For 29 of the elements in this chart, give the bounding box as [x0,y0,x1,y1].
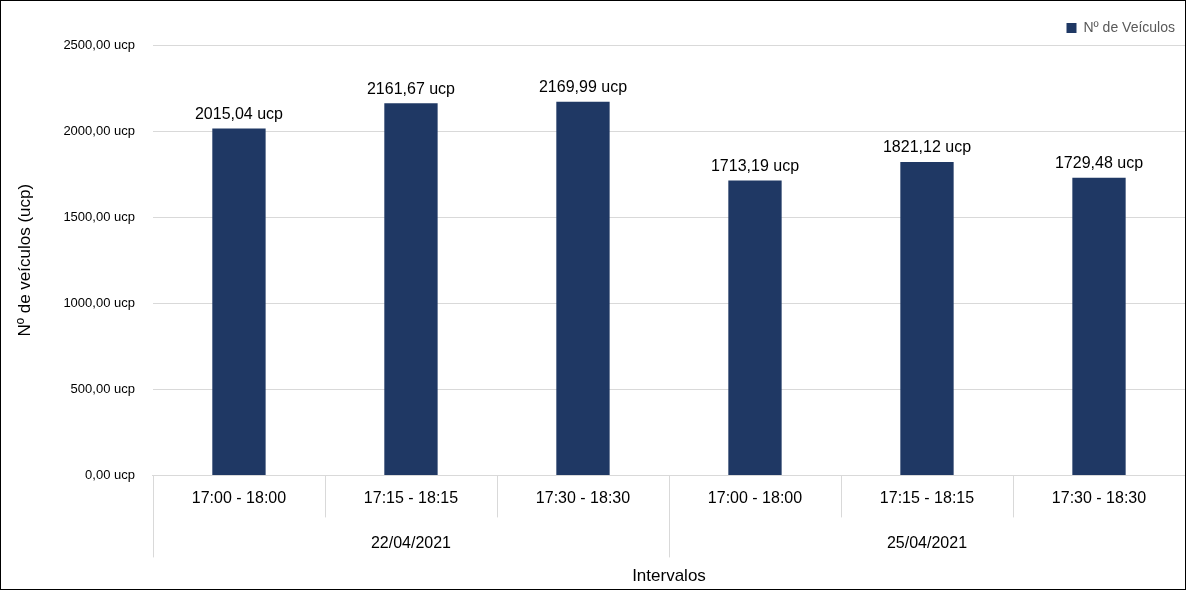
bar [728,180,782,475]
data-label: 1713,19 ucp [710,156,800,174]
data-label: 1821,12 ucp [882,138,972,156]
x-tick-label: 17:00 - 18:00 [191,489,287,507]
y-tick-label: 1000,00 ucp [63,294,135,310]
data-label: 2169,99 ucp [538,78,628,96]
text: 22/04/2021 [370,533,452,551]
x-tick-label: 17:15 - 18:15 [363,489,459,507]
y-tick-label: 0,00 ucp [85,466,135,482]
text: 25/04/2021 [886,533,968,551]
y-tick-label: 2000,00 ucp [63,122,135,138]
x-axis-title: Intervalos [632,566,706,586]
y-tick-label: 500,00 ucp [70,380,135,396]
legend-label: Nº de Veículos [1083,18,1175,35]
bar [556,101,610,475]
y-tick-label: 2500,00 ucp [63,36,135,52]
x-tick-label: 17:30 - 18:30 [1051,489,1147,507]
bar [384,103,438,475]
y-tick-label: 1500,00 ucp [63,208,135,224]
x-tick-label: 17:30 - 18:30 [535,489,631,507]
x-tick-label: 17:00 - 18:00 [707,489,803,507]
data-label: 2161,67 ucp [366,79,456,97]
x-tick-label: 17:15 - 18:15 [879,489,975,507]
data-label: 2015,04 ucp [194,104,284,122]
data-label: 1729,48 ucp [1054,154,1144,172]
bar [900,161,954,475]
y-axis-title: Nº de veículos (ucp) [14,183,34,337]
bar [212,128,266,475]
bar [1072,177,1126,475]
